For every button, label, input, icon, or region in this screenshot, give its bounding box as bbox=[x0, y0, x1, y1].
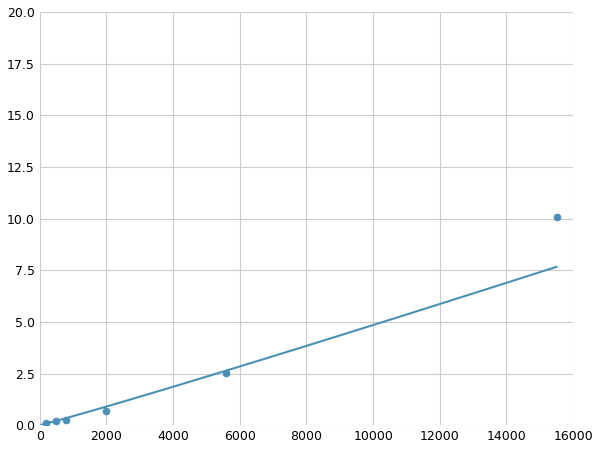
Point bbox=[62, 416, 71, 423]
Point bbox=[221, 369, 231, 376]
Point bbox=[52, 418, 61, 425]
Point bbox=[41, 419, 51, 426]
Point bbox=[552, 213, 562, 220]
Point bbox=[101, 407, 111, 414]
